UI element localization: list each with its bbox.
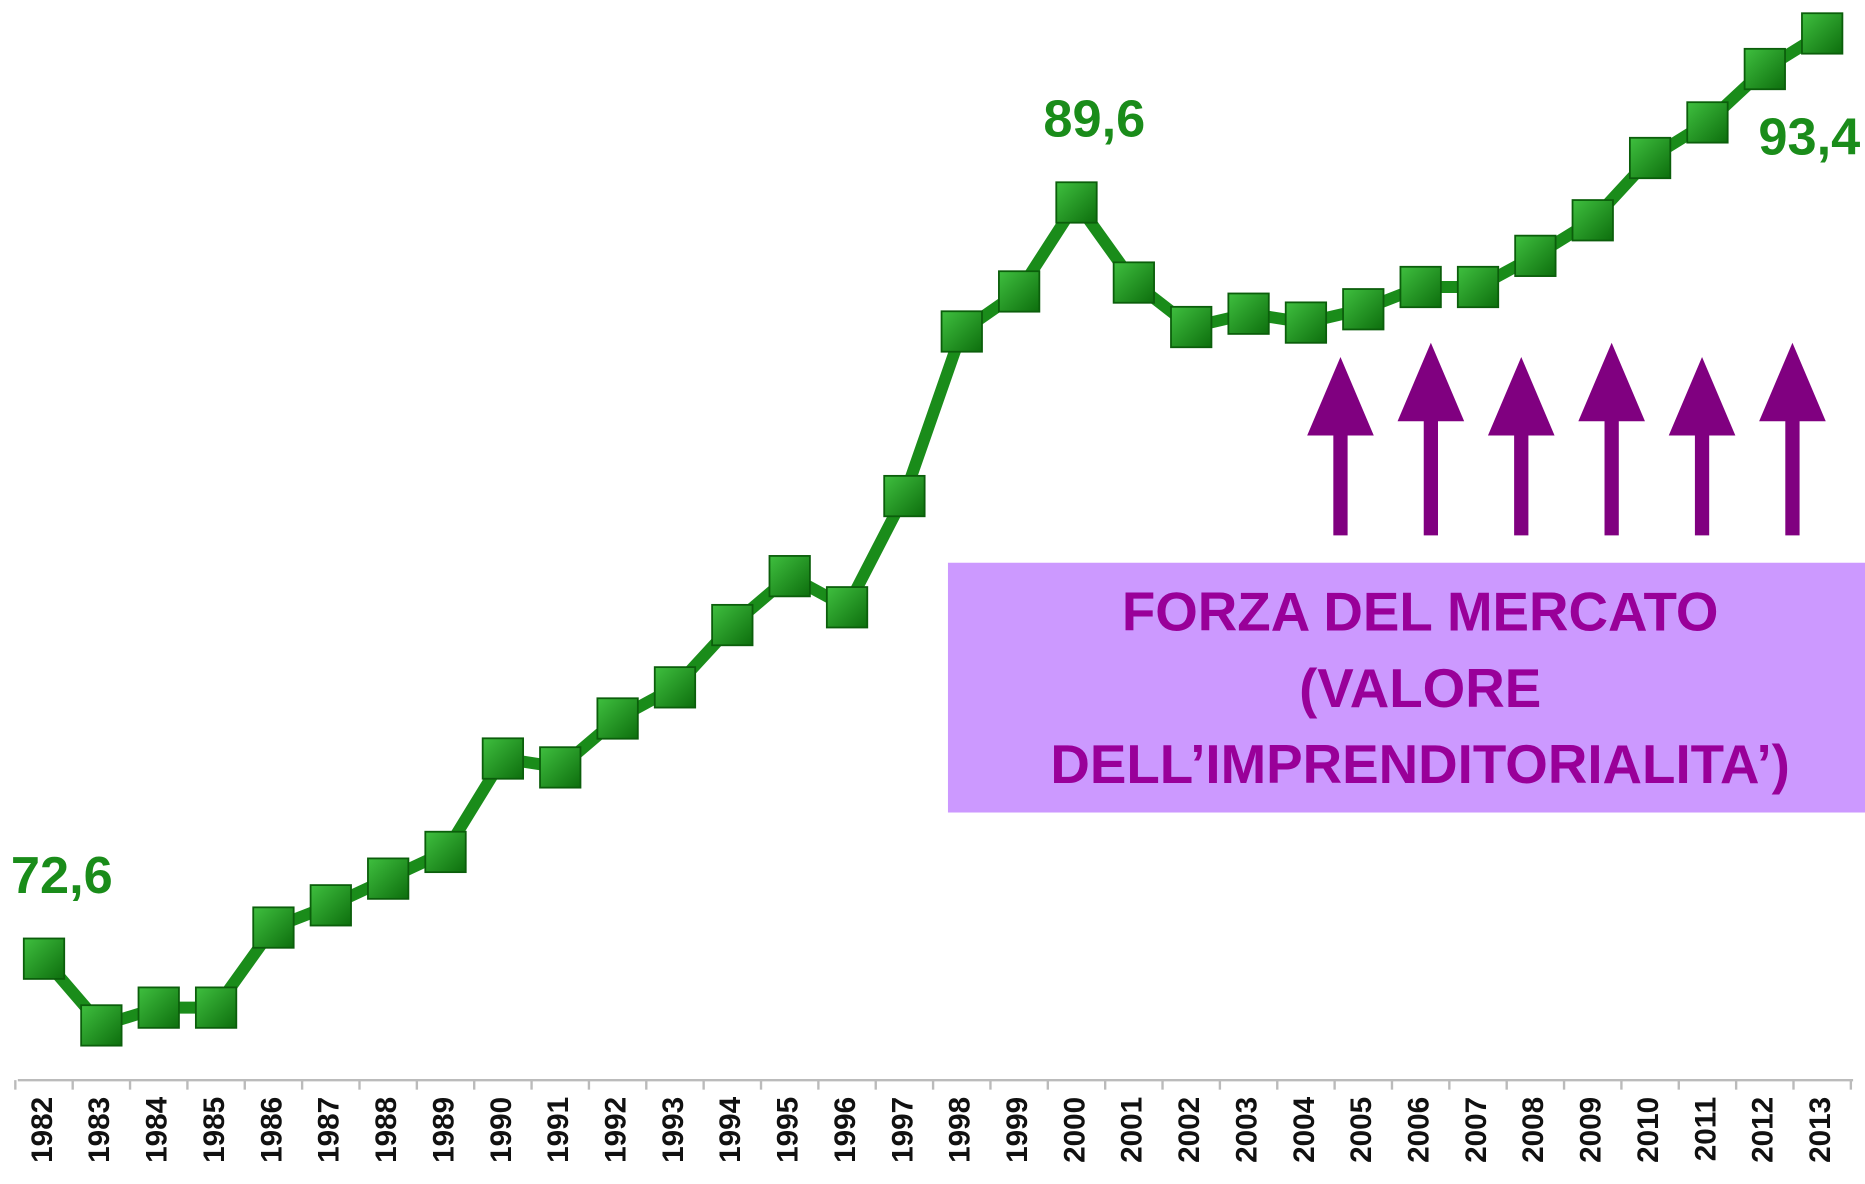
x-tick-label: 1998: [944, 1097, 977, 1163]
marker: [1801, 12, 1844, 55]
annotation-text: FORZA DEL MERCATO: [1122, 581, 1719, 643]
marker: [1628, 136, 1672, 180]
arrow-head: [1307, 356, 1374, 436]
marker: [22, 937, 66, 980]
line: [39, 28, 1826, 1032]
x-tick-label: 2009: [1575, 1097, 1608, 1163]
marker: [883, 474, 926, 518]
x-tick-label: 1996: [829, 1097, 862, 1163]
x-tick-label: 1985: [198, 1097, 231, 1163]
marker: [1743, 47, 1786, 91]
marker: [1284, 301, 1328, 344]
arrow-shaft: [1694, 416, 1710, 536]
marker: [80, 1004, 123, 1047]
arrow-shaft: [1785, 402, 1800, 536]
marker: [1055, 181, 1098, 224]
marker: [1170, 305, 1213, 349]
x-tick-label: 1992: [599, 1097, 632, 1163]
arrow-head: [1397, 342, 1465, 422]
x-tick-label: 1990: [485, 1097, 518, 1163]
x-tick-label: 1994: [714, 1096, 747, 1163]
marker: [1686, 101, 1729, 144]
marker: [1456, 265, 1500, 309]
marker: [998, 270, 1041, 313]
x-tick-label: 2003: [1230, 1097, 1263, 1163]
x-tick-label: 2001: [1116, 1097, 1149, 1163]
marker: [367, 857, 410, 900]
marker: [424, 830, 467, 874]
x-tick-label: 1983: [83, 1097, 116, 1163]
x-tick-label: 1997: [886, 1097, 919, 1163]
data-label: 89,6: [1043, 91, 1145, 149]
x-tick-label: 2006: [1403, 1097, 1436, 1163]
arrow-shaft: [1333, 416, 1348, 536]
marker: [653, 666, 697, 709]
x-tick-label: 1982: [26, 1097, 59, 1163]
x-tick-label: 2008: [1517, 1097, 1550, 1163]
marker: [825, 586, 869, 629]
x-tick-label: 2000: [1058, 1097, 1091, 1163]
marker: [711, 603, 754, 647]
arrow-head: [1668, 356, 1736, 436]
marker: [539, 746, 582, 789]
annotation-box: [947, 562, 1865, 813]
arrow-shaft: [1514, 416, 1529, 536]
marker: [768, 555, 811, 598]
marker: [940, 310, 983, 353]
arrow-head: [1578, 342, 1645, 422]
x-tick-label: 1984: [141, 1096, 174, 1163]
marker: [194, 986, 238, 1029]
data-label: 93,4: [1758, 108, 1860, 166]
arrow-head: [1487, 356, 1555, 436]
x-tick-label: 2004: [1288, 1096, 1321, 1163]
marker: [252, 906, 295, 949]
x-tick-label: 2013: [1804, 1097, 1837, 1163]
x-tick-label: 1988: [370, 1097, 403, 1163]
x-tick-label: 1995: [772, 1097, 805, 1163]
x-tick-label: 1986: [255, 1097, 288, 1163]
marker: [309, 884, 352, 927]
x-tick-label: 1989: [427, 1097, 460, 1163]
x-tick-label: 2011: [1689, 1097, 1722, 1161]
x-tick-label: 1987: [313, 1097, 346, 1163]
x-tick-label: 1991: [542, 1097, 575, 1163]
arrow-shaft: [1604, 402, 1619, 536]
annotation-text: DELL’IMPRENDITORIALITA’): [1050, 733, 1790, 795]
marker: [481, 737, 525, 780]
marker: [137, 986, 180, 1029]
x-tick-label: 2010: [1632, 1097, 1665, 1163]
marker: [1342, 288, 1385, 331]
marker: [1227, 292, 1270, 335]
marker: [1399, 265, 1442, 309]
x-tick-label: 2005: [1345, 1097, 1378, 1163]
arrow-shaft: [1423, 402, 1439, 536]
marker: [596, 697, 639, 740]
annotation-text: (VALORE: [1299, 657, 1541, 719]
x-tick-label: 1993: [657, 1097, 690, 1163]
marker: [1112, 261, 1155, 304]
x-tick-label: 2012: [1747, 1097, 1780, 1163]
arrow-head: [1759, 342, 1826, 422]
x-tick-label: 2002: [1173, 1097, 1206, 1163]
data-label: 72,6: [11, 847, 113, 905]
x-tick-label: 2007: [1460, 1097, 1493, 1163]
marker: [1514, 234, 1557, 277]
x-tick-label: 1999: [1001, 1097, 1034, 1163]
marker: [1571, 199, 1614, 242]
